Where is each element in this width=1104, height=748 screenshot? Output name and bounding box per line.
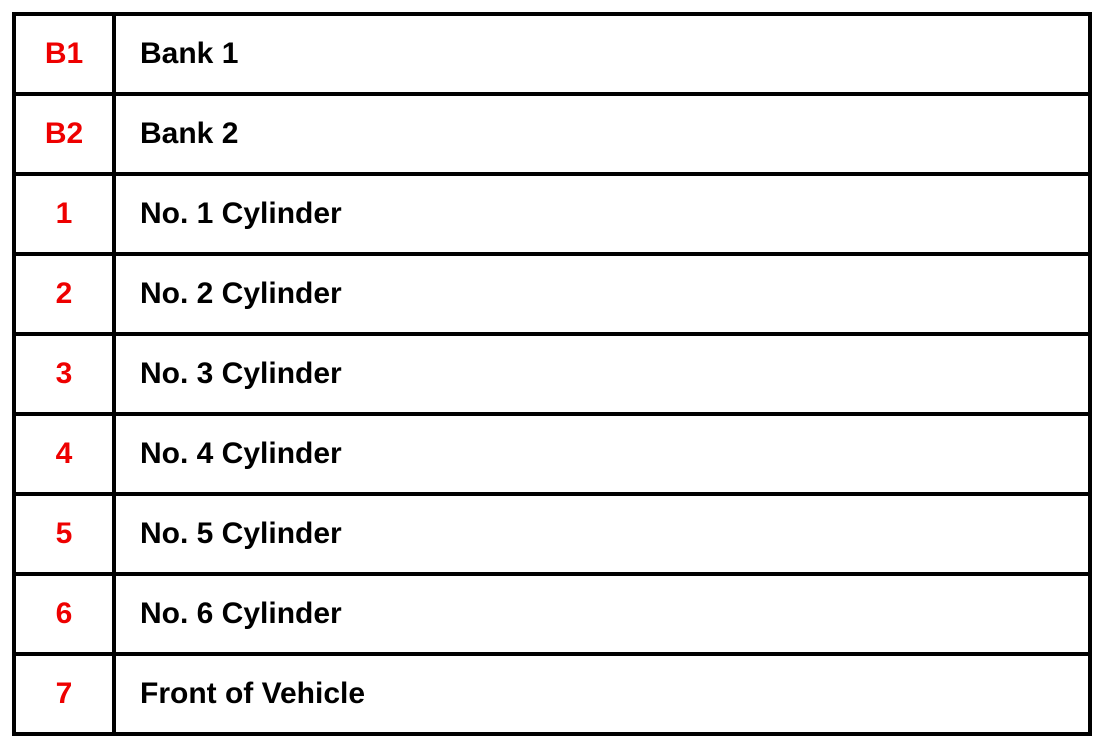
legend-key: 2 xyxy=(14,254,114,334)
legend-description: No. 5 Cylinder xyxy=(114,494,1090,574)
legend-key: 7 xyxy=(14,654,114,734)
table-row: 1 No. 1 Cylinder xyxy=(14,174,1090,254)
legend-description: No. 4 Cylinder xyxy=(114,414,1090,494)
table-row: B1 Bank 1 xyxy=(14,14,1090,94)
legend-key: 3 xyxy=(14,334,114,414)
legend-key: 4 xyxy=(14,414,114,494)
legend-key: B2 xyxy=(14,94,114,174)
legend-description: Bank 1 xyxy=(114,14,1090,94)
legend-description: Front of Vehicle xyxy=(114,654,1090,734)
table-row: 2 No. 2 Cylinder xyxy=(14,254,1090,334)
legend-table: B1 Bank 1 B2 Bank 2 1 No. 1 Cylinder 2 N… xyxy=(12,12,1092,736)
legend-key: 6 xyxy=(14,574,114,654)
legend-description: No. 1 Cylinder xyxy=(114,174,1090,254)
table-row: 3 No. 3 Cylinder xyxy=(14,334,1090,414)
legend-description: Bank 2 xyxy=(114,94,1090,174)
legend-key: B1 xyxy=(14,14,114,94)
table-row: 6 No. 6 Cylinder xyxy=(14,574,1090,654)
legend-description: No. 6 Cylinder xyxy=(114,574,1090,654)
legend-table-body: B1 Bank 1 B2 Bank 2 1 No. 1 Cylinder 2 N… xyxy=(14,14,1090,734)
table-row: 4 No. 4 Cylinder xyxy=(14,414,1090,494)
legend-description: No. 2 Cylinder xyxy=(114,254,1090,334)
legend-key: 1 xyxy=(14,174,114,254)
table-row: B2 Bank 2 xyxy=(14,94,1090,174)
table-row: 5 No. 5 Cylinder xyxy=(14,494,1090,574)
legend-key: 5 xyxy=(14,494,114,574)
table-row: 7 Front of Vehicle xyxy=(14,654,1090,734)
legend-description: No. 3 Cylinder xyxy=(114,334,1090,414)
